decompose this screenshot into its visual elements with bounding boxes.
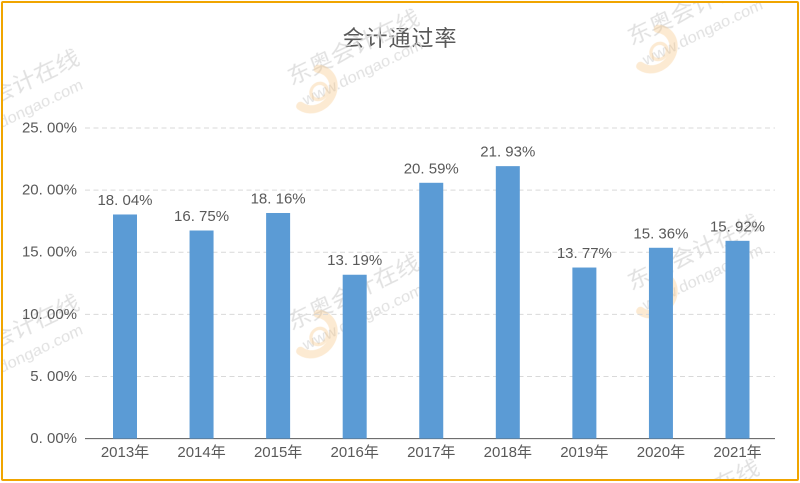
svg-text:18. 16%: 18. 16% [251,191,306,208]
svg-text:15. 00%: 15. 00% [22,244,77,261]
svg-text:2013年: 2013年 [101,444,149,461]
svg-text:16. 75%: 16. 75% [174,208,229,225]
svg-text:2019年: 2019年 [560,444,608,461]
svg-text:2018年: 2018年 [484,444,532,461]
svg-text:20. 00%: 20. 00% [22,182,77,199]
svg-text:20. 59%: 20. 59% [404,160,459,177]
svg-text:2017年: 2017年 [407,444,455,461]
svg-text:10. 00%: 10. 00% [22,306,77,323]
svg-text:2021年: 2021年 [713,444,761,461]
svg-text:18. 04%: 18. 04% [97,192,152,209]
svg-text:15. 92%: 15. 92% [710,218,765,235]
svg-text:15. 36%: 15. 36% [633,225,688,242]
svg-text:2014年: 2014年 [177,444,225,461]
svg-text:21. 93%: 21. 93% [480,144,535,161]
svg-text:2016年: 2016年 [331,444,379,461]
svg-text:2020年: 2020年 [637,444,685,461]
svg-text:5. 00%: 5. 00% [30,368,77,385]
svg-text:13. 77%: 13. 77% [557,245,612,262]
svg-text:25. 00%: 25. 00% [22,120,77,137]
svg-text:0. 00%: 0. 00% [30,430,77,447]
svg-text:13. 19%: 13. 19% [327,252,382,269]
svg-text:2015年: 2015年 [254,444,302,461]
